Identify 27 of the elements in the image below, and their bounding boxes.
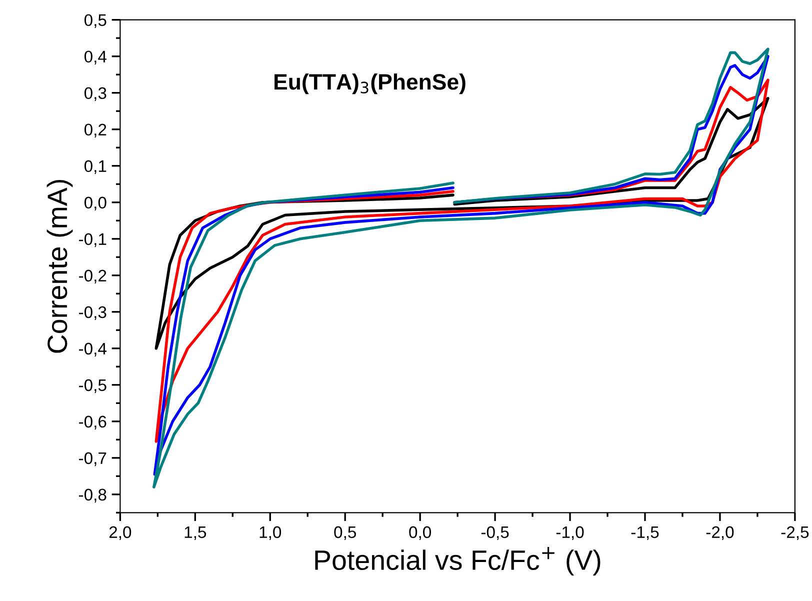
y-tick-label: -0,6 xyxy=(79,416,106,430)
y-tick-label: 0,5 xyxy=(84,14,106,28)
y-tick-label: 0,2 xyxy=(84,124,106,138)
y-tick-label: -0,8 xyxy=(79,488,106,503)
y-tick-label: 0,1 xyxy=(84,160,106,174)
y-tick-label: -0,1 xyxy=(79,233,106,248)
y-tick-label: 0,4 xyxy=(84,50,106,65)
x-tick-label: -2,0 xyxy=(706,526,734,540)
y-tick-label: 0,0 xyxy=(84,196,106,211)
y-tick-label: -0,2 xyxy=(79,270,106,284)
x-tick-label: -1,0 xyxy=(556,526,584,540)
y-tick-label: -0,5 xyxy=(79,379,106,394)
y-tick-label: -0,4 xyxy=(79,342,106,357)
x-tick-label: 2,0 xyxy=(109,526,132,540)
x-tick-label: 1,0 xyxy=(260,526,282,540)
x-tick-label: -0,5 xyxy=(481,526,509,540)
y-axis-title: Corrente (mA) xyxy=(46,180,73,353)
x-tick-label: -1,5 xyxy=(631,526,659,540)
y-tick-label: -0,3 xyxy=(79,306,106,320)
x-axis-title: Potencial vs Fc/Fc$^{+}$ (V) xyxy=(315,546,600,576)
text: Eu(TTA)$_{3}$(PhenSe) xyxy=(274,73,466,94)
y-tick-label: -0,7 xyxy=(79,452,106,466)
x-tick-label: 0,5 xyxy=(334,526,356,540)
x-tick-label: -2,5 xyxy=(781,526,809,540)
y-tick-label: 0,3 xyxy=(84,87,106,102)
x-tick-label: 0,0 xyxy=(409,526,432,540)
x-tick-label: 1,5 xyxy=(184,526,206,540)
